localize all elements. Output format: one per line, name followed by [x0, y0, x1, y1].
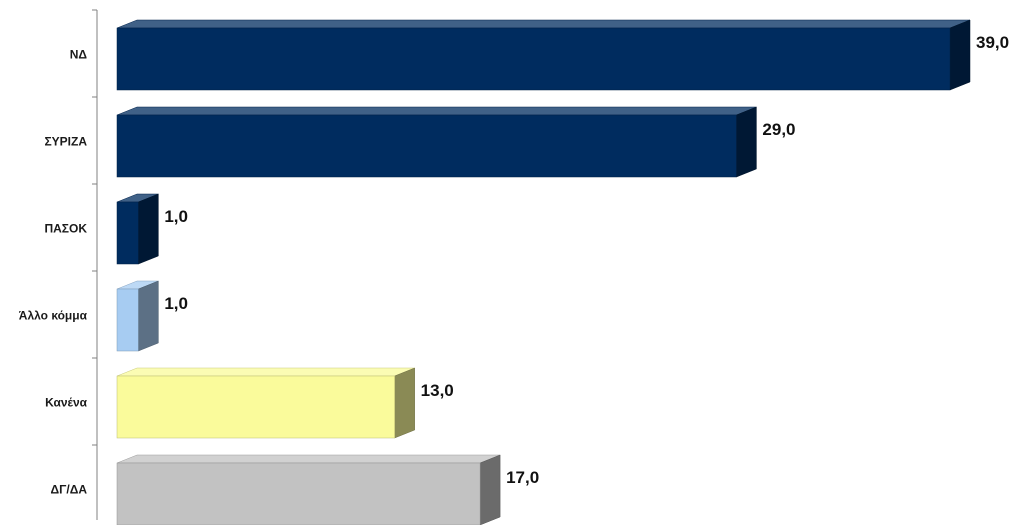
value-label: 29,0 — [762, 120, 795, 139]
bar-front-face — [116, 114, 737, 178]
bar-side-face — [949, 19, 971, 91]
bar — [116, 193, 159, 265]
bar-top-face — [116, 19, 971, 29]
bar-top-face — [116, 106, 757, 116]
bar-side-face — [138, 280, 159, 352]
bar — [116, 367, 415, 439]
bar-front-face — [116, 288, 139, 352]
value-label: 1,0 — [164, 294, 188, 313]
bar-side-face — [479, 454, 501, 526]
bar-front-face — [116, 375, 395, 439]
category-label: Άλλο κόμμα — [19, 309, 88, 323]
category-label: ΠΑΣΟΚ — [44, 222, 87, 236]
value-label: 1,0 — [164, 207, 188, 226]
labels: ΝΔ 39,0 ΣΥΡΙΖΑ 29,0 ΠΑΣΟΚ 1,0 Άλλο κόμμα 1,0 Καν… — [19, 33, 1009, 497]
category-label: ΣΥΡΙΖΑ — [44, 135, 87, 149]
category-label: Κανένα — [45, 396, 88, 410]
value-label: 39,0 — [976, 33, 1009, 52]
bar-top-face — [116, 454, 501, 464]
bar-side-face — [394, 367, 415, 439]
category-axis — [92, 9, 98, 520]
bar — [116, 19, 971, 91]
bar-side-face — [138, 193, 159, 265]
bar — [116, 454, 501, 526]
category-label: ΔΓ/ΔΑ — [51, 483, 88, 497]
bar-front-face — [116, 462, 481, 526]
bar — [116, 280, 159, 352]
bar-front-face — [116, 201, 139, 265]
value-label: 13,0 — [421, 381, 454, 400]
bar — [116, 106, 757, 178]
bars — [116, 19, 971, 526]
bar-front-face — [116, 27, 951, 91]
bar-top-face — [116, 367, 415, 377]
category-label: ΝΔ — [70, 48, 88, 62]
bar-side-face — [736, 106, 757, 178]
value-label: 17,0 — [506, 468, 539, 487]
